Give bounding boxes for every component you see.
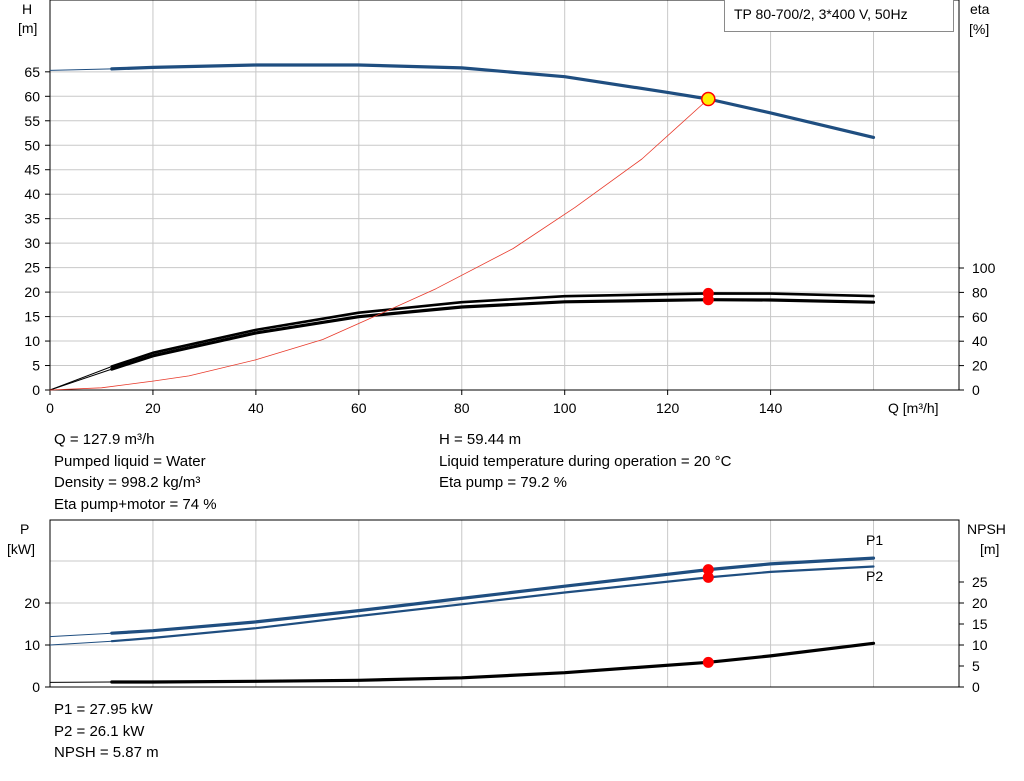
qh-xtick-label: 0 — [46, 400, 54, 416]
qh-ytick-label: 15 — [24, 309, 40, 325]
info-temperature: Liquid temperature during operation = 20… — [439, 452, 732, 470]
qh-eta_pump_motor-extension — [49, 368, 112, 391]
power-P2-extension — [49, 640, 112, 646]
qh-duty-point — [702, 294, 714, 306]
qh-head-curve — [110, 63, 876, 139]
power-ylabel-symbol: P — [20, 521, 29, 537]
power-y2tick-label: 5 — [972, 658, 980, 674]
qh-xtick-label: 100 — [553, 400, 577, 416]
qh-y2tick-label: 100 — [972, 260, 996, 276]
power-y2tick-label: 10 — [972, 637, 988, 653]
info-density: Density = 998.2 kg/m³ — [54, 474, 201, 491]
power-ylabel-unit: [kW] — [7, 541, 35, 557]
power-y2tick-label: 20 — [972, 595, 988, 611]
qh-xlabel: Q [m³/h] — [888, 400, 939, 416]
qh-ytick-label: 10 — [24, 333, 40, 349]
power-y2label-symbol: NPSH — [967, 521, 1006, 537]
qh-xtick-label: 40 — [248, 400, 264, 416]
info-head: H = 59.44 m — [439, 431, 522, 448]
power-P1-extension — [49, 632, 112, 638]
qh-y2label-symbol: eta — [970, 1, 990, 17]
qh-y2label-unit: [%] — [969, 21, 989, 37]
qh-ytick-label: 20 — [24, 284, 40, 300]
info-left: Q = 127.9 m³/h Pumped liquid = Water Den… — [54, 429, 217, 515]
qh-xtick-label: 60 — [351, 400, 367, 416]
qh-y2tick-label: 60 — [972, 309, 988, 325]
qh-xtick-label: 120 — [656, 400, 680, 416]
power-ytick-label: 20 — [24, 595, 40, 611]
power-NPSH-curve — [110, 641, 876, 684]
qh-eta_pump_motor-curve — [110, 298, 876, 371]
qh-y2tick-label: 20 — [972, 358, 988, 374]
info-liquid: Pumped liquid = Water — [54, 452, 206, 470]
qh-ylabel-symbol: H — [22, 1, 32, 17]
power-p2-label: P2 — [866, 568, 883, 584]
qh-ytick-label: 0 — [32, 382, 40, 398]
info-eta-pump-motor: Eta pump+motor = 74 % — [54, 495, 217, 513]
qh-ytick-label: 55 — [24, 113, 40, 129]
qh-ytick-label: 25 — [24, 260, 40, 276]
qh-y2tick-label: 80 — [972, 284, 988, 300]
power-ytick-label: 10 — [24, 637, 40, 653]
qh-ytick-label: 60 — [24, 88, 40, 104]
qh-ylabel-unit: [m] — [18, 20, 37, 36]
qh-ytick-label: 35 — [24, 211, 40, 227]
power-P2-curve — [110, 565, 875, 643]
power-y2label-unit: [m] — [980, 541, 999, 557]
qh-ytick-label: 5 — [32, 358, 40, 374]
power-y2tick-label: 15 — [972, 616, 988, 632]
power-p1-label: P1 — [866, 532, 883, 548]
qh-y2tick-label: 40 — [972, 333, 988, 349]
info-p1: P1 = 27.95 kW — [54, 701, 153, 718]
qh-y2tick-label: 0 — [972, 382, 980, 398]
qh-xtick-label: 20 — [145, 400, 161, 416]
qh-ytick-label: 40 — [24, 186, 40, 202]
qh-system_curve-curve — [49, 98, 709, 391]
info-flow: Q = 127.9 m³/h — [54, 431, 155, 448]
qh-xtick-label: 140 — [759, 400, 783, 416]
qh-plot-frame — [49, 0, 960, 391]
qh-ytick-label: 65 — [24, 64, 40, 80]
power-duty-point — [702, 571, 714, 583]
qh-duty-point — [701, 91, 716, 107]
power-y2tick-label: 0 — [972, 679, 980, 695]
power-duty-point — [702, 656, 714, 668]
qh-ytick-label: 30 — [24, 235, 40, 251]
qh-ytick-label: 45 — [24, 162, 40, 178]
info-p2: P2 = 26.1 kW — [54, 722, 145, 740]
info-eta-pump: Eta pump = 79.2 % — [439, 474, 567, 491]
info-right: H = 59.44 m Liquid temperature during op… — [439, 429, 731, 494]
info-bottom: P1 = 27.95 kW P2 = 26.1 kW NPSH = 5.87 m — [54, 699, 159, 764]
info-npsh: NPSH = 5.87 m — [54, 744, 159, 761]
power-y2tick-label: 25 — [972, 574, 988, 590]
qh-xtick-label: 80 — [454, 400, 470, 416]
qh-eta_pump-curve — [110, 292, 875, 368]
qh-head-extension — [49, 68, 112, 71]
power-ytick-label: 0 — [32, 679, 40, 695]
model-label: TP 80-700/2, 3*400 V, 50Hz — [724, 0, 954, 32]
power-P1-curve — [110, 556, 876, 635]
qh-ytick-label: 50 — [24, 137, 40, 153]
